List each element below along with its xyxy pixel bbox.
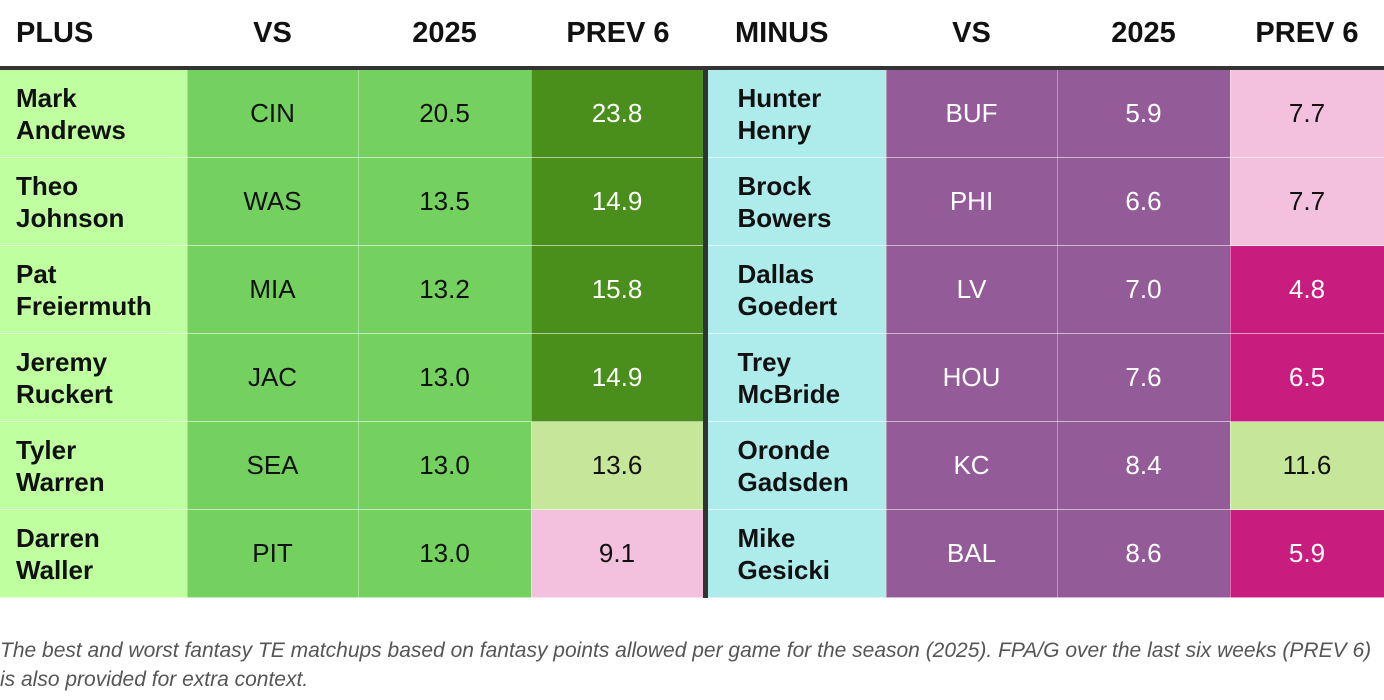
table-caption: The best and worst fantasy TE matchups b… [0, 639, 1372, 691]
minus-prev6-fpa: 7.7 [1230, 157, 1384, 246]
minus-season-fpa: 7.0 [1057, 245, 1231, 334]
player-last-name: Gesicki [737, 554, 831, 585]
player-last-name: Henry [737, 114, 812, 145]
player-first-name: Brock [737, 170, 812, 201]
player-last-name: Bowers [737, 202, 832, 233]
player-first-name: Trey [737, 346, 792, 377]
plus-season-fpa: 13.2 [358, 245, 532, 334]
header-2025-left: 2025 [358, 0, 531, 70]
minus-opponent: KC [886, 421, 1058, 510]
plus-player: Theo Johnson [0, 157, 188, 246]
player-first-name: Darren [16, 522, 100, 553]
header-plus: PLUS [0, 0, 187, 70]
minus-season-fpa: 8.4 [1057, 421, 1231, 510]
plus-player: Tyler Warren [0, 421, 188, 510]
minus-opponent: BUF [886, 68, 1058, 158]
minus-player: Dallas Goedert [702, 245, 887, 334]
player-first-name: Theo [16, 170, 79, 201]
table-row: Jeremy Ruckert JAC 13.0 14.9 Trey McBride … [0, 333, 1384, 422]
minus-season-fpa: 5.9 [1057, 68, 1231, 158]
header-2025-right: 2025 [1057, 0, 1230, 70]
table-row: Mark Andrews CIN 20.5 23.8 Hunter Henry BU… [0, 68, 1384, 158]
player-first-name: Mark [16, 82, 77, 113]
plus-prev6-fpa: 23.8 [531, 68, 706, 158]
player-first-name: Mike [737, 522, 796, 553]
minus-opponent: PHI [886, 157, 1058, 246]
minus-opponent: HOU [886, 333, 1058, 422]
header-prev6-right: PREV 6 [1230, 0, 1384, 70]
player-last-name: Warren [16, 466, 105, 497]
plus-opponent: WAS [187, 157, 359, 246]
minus-season-fpa: 8.6 [1057, 509, 1231, 598]
plus-prev6-fpa: 9.1 [531, 509, 706, 598]
player-last-name: Gadsden [737, 466, 849, 497]
minus-prev6-fpa: 4.8 [1230, 245, 1384, 334]
plus-player: Mark Andrews [0, 68, 188, 158]
minus-opponent: BAL [886, 509, 1058, 598]
minus-player: Oronde Gadsden [702, 421, 887, 510]
te-matchups-table: PLUS VS 2025 PREV 6 MINUS VS 2025 PREV 6… [0, 0, 1384, 598]
player-first-name: Pat [16, 258, 57, 289]
minus-opponent: LV [886, 245, 1058, 334]
player-last-name: Andrews [16, 114, 126, 145]
plus-season-fpa: 13.0 [358, 333, 532, 422]
minus-prev6-fpa: 11.6 [1230, 421, 1384, 510]
player-last-name: Johnson [16, 202, 125, 233]
header-row: PLUS VS 2025 PREV 6 MINUS VS 2025 PREV 6 [0, 0, 1384, 70]
plus-season-fpa: 13.0 [358, 509, 532, 598]
plus-season-fpa: 20.5 [358, 68, 532, 158]
minus-player: Trey McBride [702, 333, 887, 422]
player-last-name: Ruckert [16, 378, 113, 409]
player-last-name: Waller [16, 554, 94, 585]
minus-player: Hunter Henry [702, 68, 887, 158]
player-last-name: Freiermuth [16, 290, 152, 321]
table-row: Pat Freiermuth MIA 13.2 15.8 Dallas Goeder… [0, 245, 1384, 334]
plus-season-fpa: 13.5 [358, 157, 532, 246]
plus-opponent: PIT [187, 509, 359, 598]
table-row: Tyler Warren SEA 13.0 13.6 Oronde Gadsden … [0, 421, 1384, 510]
header-minus: MINUS [705, 0, 886, 70]
plus-opponent: CIN [187, 68, 359, 158]
player-first-name: Jeremy [16, 346, 108, 377]
minus-season-fpa: 7.6 [1057, 333, 1231, 422]
plus-opponent: MIA [187, 245, 359, 334]
plus-prev6-fpa: 14.9 [531, 157, 706, 246]
plus-player: Pat Freiermuth [0, 245, 188, 334]
minus-prev6-fpa: 6.5 [1230, 333, 1384, 422]
player-first-name: Oronde [737, 434, 830, 465]
table-row: Theo Johnson WAS 13.5 14.9 Brock Bowers PH… [0, 157, 1384, 246]
player-first-name: Tyler [16, 434, 77, 465]
plus-player: Jeremy Ruckert [0, 333, 188, 422]
player-last-name: McBride [737, 378, 841, 409]
header-vs-right: VS [886, 0, 1057, 70]
plus-player: Darren Waller [0, 509, 188, 598]
minus-player: Brock Bowers [702, 157, 887, 246]
table-row: Darren Waller PIT 13.0 9.1 Mike Gesicki BA… [0, 509, 1384, 598]
plus-opponent: JAC [187, 333, 359, 422]
plus-opponent: SEA [187, 421, 359, 510]
plus-prev6-fpa: 13.6 [531, 421, 706, 510]
plus-prev6-fpa: 15.8 [531, 245, 706, 334]
plus-prev6-fpa: 14.9 [531, 333, 706, 422]
minus-prev6-fpa: 5.9 [1230, 509, 1384, 598]
header-prev6-left: PREV 6 [531, 0, 705, 70]
player-first-name: Hunter [737, 82, 822, 113]
header-vs-left: VS [187, 0, 358, 70]
plus-season-fpa: 13.0 [358, 421, 532, 510]
player-first-name: Dallas [737, 258, 815, 289]
minus-prev6-fpa: 7.7 [1230, 68, 1384, 158]
player-last-name: Goedert [737, 290, 838, 321]
minus-player: Mike Gesicki [702, 509, 887, 598]
minus-season-fpa: 6.6 [1057, 157, 1231, 246]
